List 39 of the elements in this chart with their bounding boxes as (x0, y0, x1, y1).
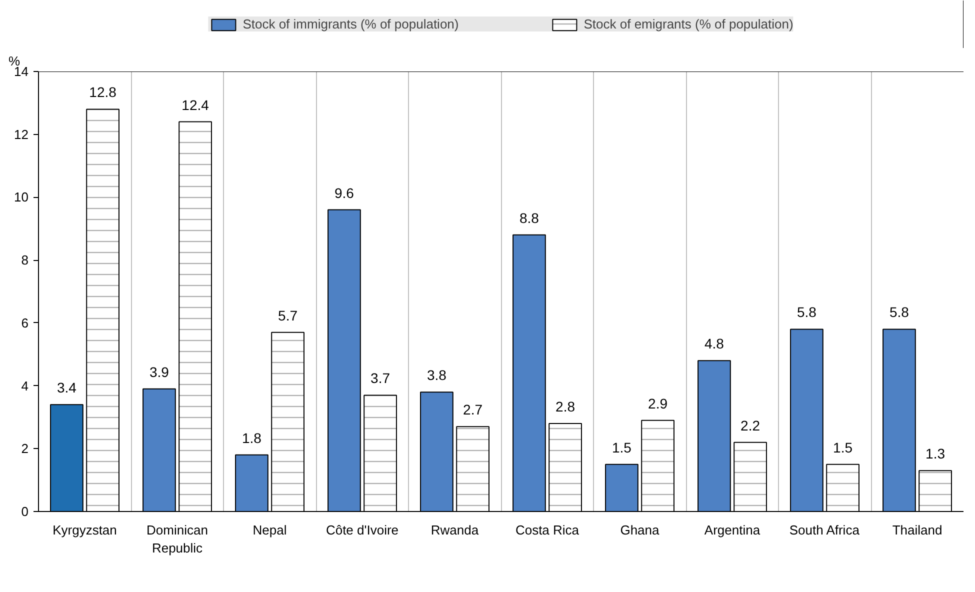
data-label: 12.8 (89, 84, 117, 100)
data-label: 2.2 (740, 417, 760, 434)
data-label: 4.8 (704, 336, 724, 352)
data-label: 2.9 (648, 395, 668, 412)
y-tick-label: 6 (21, 315, 29, 330)
x-tick-label: Côte d'Ivoire (326, 522, 399, 538)
y-tick-label: 12 (14, 126, 29, 142)
data-label: 9.6 (334, 184, 354, 201)
data-label: 12.4 (182, 96, 210, 113)
y-tick-label: 4 (21, 378, 29, 394)
data-label: 5.8 (889, 304, 910, 320)
data-label: 1.5 (833, 439, 853, 456)
data-label: 3.8 (426, 367, 447, 384)
data-label: 3.9 (149, 364, 170, 380)
data-label: 5.8 (796, 304, 817, 320)
data-label: 5.7 (278, 307, 298, 324)
y-tick-label: 2 (21, 441, 29, 456)
data-label: 3.4 (56, 380, 77, 396)
data-label: 3.7 (370, 370, 390, 386)
data-label: 2.8 (556, 398, 576, 414)
y-tick-label: 8 (21, 252, 29, 268)
data-label: 2.7 (463, 402, 483, 418)
y-tick-label: 0 (21, 504, 29, 519)
x-tick-label: Kyrgyzstan (52, 522, 117, 538)
data-label: 8.8 (519, 210, 540, 226)
x-tick-label: Rwanda (430, 522, 480, 538)
legend-label: Stock of emigrants (% of population) (584, 16, 794, 32)
y-tick-label: 10 (14, 190, 29, 205)
x-tick-label: Ghana (620, 522, 660, 538)
data-label: 1.5 (612, 439, 632, 456)
x-tick-label: Costa Rica (515, 522, 580, 538)
data-label: 1.8 (242, 430, 262, 446)
legend-label: Stock of immigrants (% of population) (242, 16, 459, 32)
x-tick-label: Thailand (892, 522, 942, 538)
data-label: 1.3 (926, 446, 946, 462)
x-tick-label: Dominican Republic (146, 522, 208, 556)
x-tick-label: Nepal (252, 522, 287, 538)
x-tick-label: Argentina (704, 522, 761, 538)
x-tick-label: South Africa (789, 522, 860, 538)
